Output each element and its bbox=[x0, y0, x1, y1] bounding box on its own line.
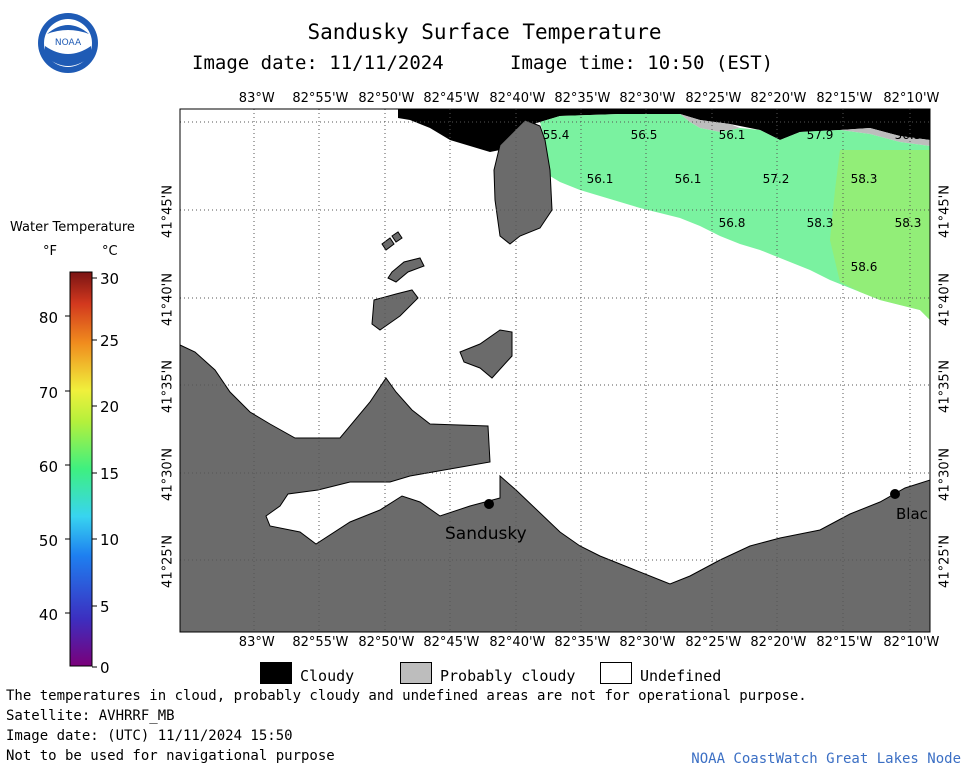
lat-label-right: 41°25'N bbox=[937, 535, 953, 588]
graticule bbox=[180, 109, 930, 632]
legend-undefined-swatch bbox=[600, 662, 632, 684]
colorbar-f-tick: 80 bbox=[39, 309, 58, 327]
lon-label-top: 82°55'W bbox=[292, 91, 349, 106]
lon-label-top: 82°40'W bbox=[489, 91, 546, 106]
water-temperature-area bbox=[540, 114, 930, 320]
lat-label-right: 41°35'N bbox=[937, 360, 953, 413]
lon-label-bottom: 82°45'W bbox=[423, 635, 480, 650]
lat-label-left: 41°45'N bbox=[160, 185, 176, 238]
colorbar-unit-f: °F bbox=[43, 244, 57, 259]
temperature-label: 56.1 bbox=[587, 172, 614, 186]
bay-label: Blac bbox=[896, 505, 928, 523]
lon-label-top: 82°20'W bbox=[750, 91, 807, 106]
lon-label-bottom: 82°15'W bbox=[816, 635, 873, 650]
colorbar-c-tick: 15 bbox=[100, 465, 119, 483]
sandusky-marker bbox=[484, 499, 494, 509]
temperature-label: 56.1 bbox=[719, 128, 746, 142]
colorbar-c-tick: 0 bbox=[100, 659, 110, 677]
lon-label-bottom: 82°55'W bbox=[292, 635, 349, 650]
lon-label-top: 82°25'W bbox=[685, 91, 742, 106]
disclaimer-note: The temperatures in cloud, probably clou… bbox=[6, 688, 807, 704]
colorbar-title: Water Temperature bbox=[10, 220, 135, 235]
lat-label-left: 41°25'N bbox=[160, 535, 176, 588]
map-border bbox=[179, 108, 931, 633]
temperature-label: 58.3 bbox=[895, 216, 922, 230]
image-time-label: Image time: 10:50 (EST) bbox=[510, 52, 774, 74]
colorbar-c-tick: 25 bbox=[100, 332, 119, 350]
lon-label-bottom: 83°W bbox=[238, 635, 275, 650]
temperature-label: 56.5 bbox=[631, 128, 658, 142]
satellite-note: Satellite: AVHRRF_MB bbox=[6, 708, 175, 724]
colorbar-f-tick: 60 bbox=[39, 458, 58, 476]
mainland bbox=[179, 344, 931, 633]
lon-label-bottom: 82°30'W bbox=[619, 635, 676, 650]
utc-date-note: Image date: (UTC) 11/11/2024 15:50 bbox=[6, 728, 293, 744]
lon-label-bottom: 82°50'W bbox=[358, 635, 415, 650]
lat-label-left: 41°30'N bbox=[160, 448, 176, 501]
colorbar-c-tick: 30 bbox=[100, 270, 119, 288]
island-north bbox=[493, 119, 553, 245]
colorbar-f-tick: 50 bbox=[39, 532, 58, 550]
lon-label-top: 82°10'W bbox=[883, 91, 940, 106]
legend-probably-cloudy-label: Probably cloudy bbox=[440, 667, 576, 685]
lon-label-bottom: 82°40'W bbox=[489, 635, 546, 650]
legend-cloudy-label: Cloudy bbox=[300, 667, 355, 685]
colorbar-c-tick: 20 bbox=[100, 398, 119, 416]
island-middle bbox=[459, 329, 513, 379]
noaa-logo: NOAA bbox=[38, 13, 98, 73]
lon-label-bottom: 82°10'W bbox=[883, 635, 940, 650]
water-warm-area bbox=[830, 150, 930, 320]
colorbar-gradient bbox=[69, 271, 93, 667]
image-date-label: Image date: 11/11/2024 bbox=[192, 52, 444, 74]
temperature-label: 56.5 bbox=[895, 128, 922, 142]
colorbar-c-tick: 10 bbox=[100, 531, 119, 549]
island-small-2 bbox=[391, 231, 403, 243]
lon-label-bottom: 82°35'W bbox=[554, 635, 611, 650]
lon-label-top: 82°15'W bbox=[816, 91, 873, 106]
island-small-3 bbox=[387, 257, 425, 283]
colorbar-unit-c: °C bbox=[102, 244, 118, 259]
navigation-note: Not to be used for navigational purpose bbox=[6, 748, 335, 764]
island-small-1 bbox=[381, 237, 395, 251]
credit-label: NOAA CoastWatch Great Lakes Node bbox=[691, 751, 961, 767]
legend-probably-cloudy-swatch bbox=[400, 662, 432, 684]
lon-label-top: 82°35'W bbox=[554, 91, 611, 106]
temperature-label: 56.1 bbox=[675, 172, 702, 186]
colorbar-c-tick: 5 bbox=[100, 598, 110, 616]
lon-label-bottom: 82°25'W bbox=[685, 635, 742, 650]
noaa-logo-text: NOAA bbox=[55, 38, 82, 48]
temperature-label: 57.2 bbox=[763, 172, 790, 186]
lat-label-right: 41°40'N bbox=[937, 273, 953, 326]
temperature-label: 58.6 bbox=[851, 260, 878, 274]
temperature-label: 56.8 bbox=[719, 216, 746, 230]
lon-label-bottom: 82°20'W bbox=[750, 635, 807, 650]
lat-label-right: 41°45'N bbox=[937, 185, 953, 238]
lon-label-top: 82°30'W bbox=[619, 91, 676, 106]
temperature-label: 55.4 bbox=[543, 128, 570, 142]
temperature-label: 57.9 bbox=[807, 128, 834, 142]
cloud-area bbox=[398, 109, 930, 152]
temperature-label: 58.3 bbox=[807, 216, 834, 230]
legend-undefined-label: Undefined bbox=[640, 667, 722, 685]
lat-label-right: 41°30'N bbox=[937, 448, 953, 501]
colorbar-f-tick: 40 bbox=[39, 606, 58, 624]
page-title: Sandusky Surface Temperature bbox=[307, 20, 662, 44]
island-kelleys bbox=[371, 289, 419, 331]
bay-marker bbox=[890, 489, 900, 499]
colorbar-f-tick: 70 bbox=[39, 384, 58, 402]
lat-label-left: 41°40'N bbox=[160, 273, 176, 326]
lon-label-top: 82°50'W bbox=[358, 91, 415, 106]
legend-cloudy-swatch bbox=[260, 662, 292, 684]
lat-label-left: 41°35'N bbox=[160, 360, 176, 413]
lon-label-top: 83°W bbox=[238, 91, 275, 106]
temperature-label: 58.3 bbox=[851, 172, 878, 186]
sandusky-label: Sandusky bbox=[445, 524, 527, 544]
lon-label-top: 82°45'W bbox=[423, 91, 480, 106]
